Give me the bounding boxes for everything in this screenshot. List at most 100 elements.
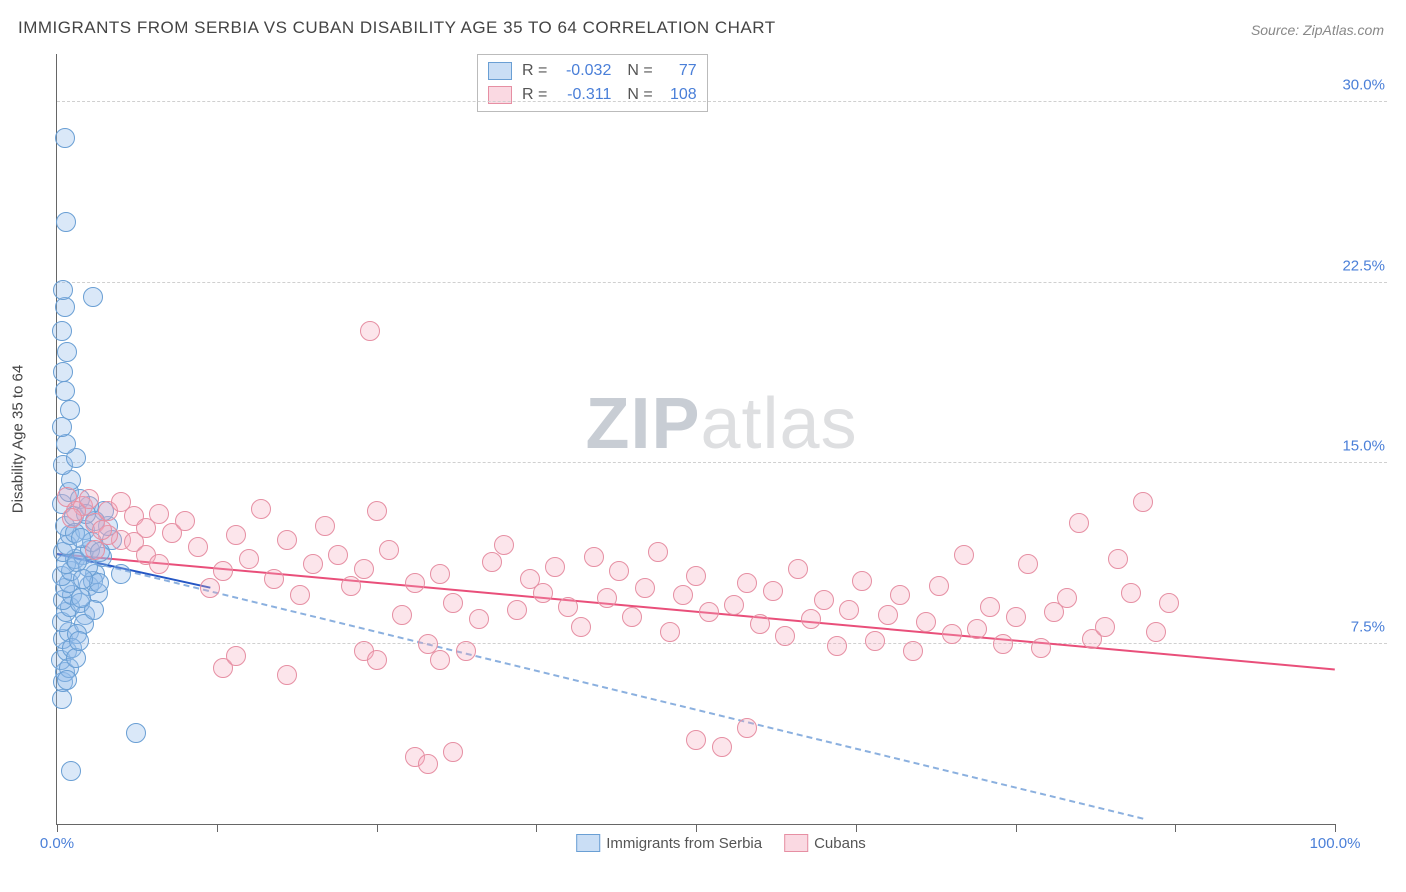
data-point	[392, 605, 412, 625]
data-point	[571, 617, 591, 637]
data-point	[430, 564, 450, 584]
n-label: N =	[627, 62, 652, 80]
data-point	[239, 549, 259, 569]
data-point	[405, 573, 425, 593]
data-point	[775, 626, 795, 646]
data-point	[890, 585, 910, 605]
data-point	[61, 761, 81, 781]
data-point	[903, 641, 923, 661]
data-point	[111, 492, 131, 512]
y-tick-label: 30.0%	[1339, 77, 1385, 94]
data-point	[1159, 593, 1179, 613]
x-tick	[57, 824, 58, 832]
data-point	[482, 552, 502, 572]
gridline	[57, 282, 1387, 283]
y-axis-label: Disability Age 35 to 64	[10, 365, 27, 513]
data-point	[712, 737, 732, 757]
x-tick-label: 0.0%	[40, 835, 74, 852]
data-point	[303, 554, 323, 574]
legend-item: Immigrants from Serbia	[576, 834, 762, 852]
x-tick	[377, 824, 378, 832]
data-point	[175, 511, 195, 531]
data-point	[328, 545, 348, 565]
n-value: 77	[661, 62, 697, 80]
legend-item: Cubans	[784, 834, 866, 852]
data-point	[251, 499, 271, 519]
data-point	[1018, 554, 1038, 574]
data-point	[56, 434, 76, 454]
data-point	[814, 590, 834, 610]
data-point	[443, 593, 463, 613]
data-point	[865, 631, 885, 651]
data-point	[980, 597, 1000, 617]
data-point	[1108, 549, 1128, 569]
x-tick	[217, 824, 218, 832]
data-point	[69, 631, 89, 651]
data-point	[788, 559, 808, 579]
data-point	[1146, 622, 1166, 642]
data-point	[53, 280, 73, 300]
data-point	[354, 559, 374, 579]
data-point	[494, 535, 514, 555]
legend-row: R =-0.311N =108	[488, 83, 697, 107]
data-point	[827, 636, 847, 656]
data-point	[264, 569, 284, 589]
data-point	[954, 545, 974, 565]
source-attribution: Source: ZipAtlas.com	[1251, 22, 1384, 38]
data-point	[83, 287, 103, 307]
data-point	[57, 670, 77, 690]
correlation-legend: R =-0.032N =77R =-0.311N =108	[477, 54, 708, 112]
data-point	[360, 321, 380, 341]
data-point	[801, 609, 821, 629]
data-point	[57, 342, 77, 362]
data-point	[852, 571, 872, 591]
data-point	[367, 501, 387, 521]
data-point	[507, 600, 527, 620]
data-point	[622, 607, 642, 627]
data-point	[226, 646, 246, 666]
data-point	[379, 540, 399, 560]
source-name: ZipAtlas.com	[1303, 22, 1384, 38]
data-point	[55, 381, 75, 401]
data-point	[62, 508, 82, 528]
data-point	[126, 723, 146, 743]
x-tick	[1335, 824, 1336, 832]
data-point	[597, 588, 617, 608]
legend-label: Immigrants from Serbia	[606, 835, 762, 852]
chart-title: IMMIGRANTS FROM SERBIA VS CUBAN DISABILI…	[18, 18, 776, 38]
data-point	[367, 650, 387, 670]
data-point	[1031, 638, 1051, 658]
data-point	[584, 547, 604, 567]
data-point	[635, 578, 655, 598]
chart-container: Disability Age 35 to 64 ZIPatlas R =-0.0…	[56, 54, 1386, 824]
data-point	[545, 557, 565, 577]
x-tick	[856, 824, 857, 832]
data-point	[79, 489, 99, 509]
x-tick	[696, 824, 697, 832]
data-point	[724, 595, 744, 615]
data-point	[60, 400, 80, 420]
data-point	[418, 754, 438, 774]
data-point	[660, 622, 680, 642]
data-point	[558, 597, 578, 617]
data-point	[1095, 617, 1115, 637]
data-point	[993, 634, 1013, 654]
data-point	[1069, 513, 1089, 533]
data-point	[929, 576, 949, 596]
data-point	[53, 362, 73, 382]
x-tick	[536, 824, 537, 832]
data-point	[673, 585, 693, 605]
data-point	[1006, 607, 1026, 627]
data-point	[56, 212, 76, 232]
legend-row: R =-0.032N =77	[488, 59, 697, 83]
data-point	[967, 619, 987, 639]
data-point	[85, 540, 105, 560]
data-point	[609, 561, 629, 581]
data-point	[226, 525, 246, 545]
data-point	[277, 530, 297, 550]
data-point	[277, 665, 297, 685]
data-point	[750, 614, 770, 634]
data-point	[737, 718, 757, 738]
data-point	[290, 585, 310, 605]
data-point	[1057, 588, 1077, 608]
